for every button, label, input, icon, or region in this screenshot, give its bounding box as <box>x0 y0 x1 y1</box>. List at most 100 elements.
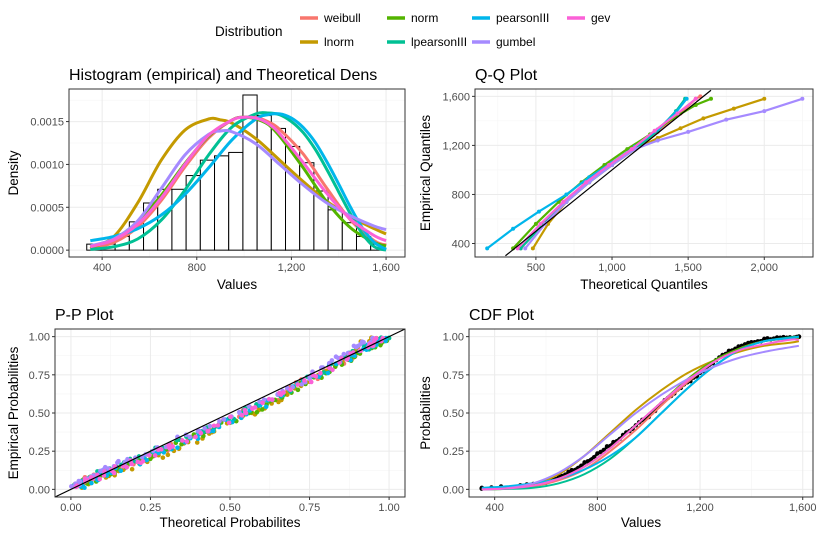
pp-point-gumbel <box>335 355 341 361</box>
pp-point-gev <box>295 382 301 387</box>
y-tick-label: 1.00 <box>443 332 464 344</box>
y-tick-label: 0.00 <box>29 484 50 496</box>
cdf-empirical-point <box>604 444 610 449</box>
pp-point-gev <box>97 476 103 482</box>
pp-point-lpearsonIII <box>321 370 327 375</box>
pp-xlabel: Theoretical Probabilites <box>159 515 300 530</box>
y-tick-label: 0.75 <box>443 370 464 382</box>
pp-point-norm <box>254 409 260 415</box>
pp-point-gev <box>266 396 272 402</box>
legend-item-lnorm: lnorm <box>300 35 354 49</box>
histogram-bar <box>270 127 287 251</box>
qq-ylabel: Empirical Quantiles <box>418 115 433 232</box>
qq-point-gev <box>561 199 566 204</box>
pp-point-gev <box>313 374 319 379</box>
pp-point-lnorm <box>129 466 135 472</box>
qq-point-gumbel <box>686 129 691 134</box>
pp-point-norm <box>259 407 265 412</box>
cdf-title: CDF Plot <box>469 307 534 324</box>
cdf-ylabel: Probabilities <box>418 376 433 450</box>
cdf-panel: CDF Plot 400 800 1,200 1,600 0.00 0.25 0.50 0.7… <box>418 307 816 530</box>
pp-point-gumbel <box>202 426 207 431</box>
qq-point-gumbel <box>523 246 528 251</box>
pp-point-gev <box>135 459 141 465</box>
pp-point-gev <box>180 438 185 443</box>
y-tick-label: 0.25 <box>29 446 50 458</box>
pp-point-gumbel <box>246 404 252 409</box>
legend-label-pearsonIII: pearsonIII <box>496 11 549 25</box>
pp-point-gumbel <box>116 458 121 464</box>
qq-point-norm <box>533 221 538 226</box>
y-tick-label: 0.0005 <box>30 202 64 214</box>
pp-point-gev <box>330 367 335 373</box>
qq-plot-area <box>475 89 813 257</box>
pp-point-norm <box>295 387 301 393</box>
pp-point-pearsonIII <box>82 485 87 491</box>
histogram-bar <box>214 155 230 251</box>
y-tick-label: 0.0010 <box>30 159 64 171</box>
pp-point-gumbel <box>217 418 222 424</box>
x-tick-label: 1,600 <box>372 262 400 274</box>
cdf-line-gumbel <box>481 344 800 491</box>
qq-point-pearsonIII <box>536 209 541 214</box>
qq-point-gumbel <box>762 109 767 114</box>
cdf-line-gev <box>481 338 799 491</box>
pp-point-gumbel <box>299 382 305 387</box>
pp-point-lnorm <box>284 392 290 397</box>
pp-point-gev <box>152 453 158 458</box>
pp-point-gev <box>205 429 211 434</box>
histogram-frame <box>68 88 406 258</box>
histogram-bar <box>228 151 244 251</box>
pp-point-gev <box>318 370 323 376</box>
y-tick-label: 0.25 <box>443 446 464 458</box>
pp-point-gumbel <box>221 417 227 422</box>
qq-point-norm <box>708 96 713 101</box>
pp-point-gev <box>226 420 232 426</box>
histogram-xlabel: Values <box>217 277 258 292</box>
qq-point-gev <box>629 147 634 152</box>
legend-label-gumbel: gumbel <box>496 35 535 49</box>
qq-point-lnorm <box>731 106 736 111</box>
y-tick-label: 0.00 <box>443 484 464 496</box>
density-curve-gev <box>89 115 387 249</box>
x-tick-label: 0.75 <box>299 502 320 514</box>
qq-point-lnorm <box>530 246 535 251</box>
y-tick-label: 0.0015 <box>30 117 64 129</box>
qq-point-pearsonIII <box>511 226 516 231</box>
legend-item-norm: norm <box>387 11 438 25</box>
x-tick-label: 2,000 <box>751 262 779 274</box>
y-tick-label: 800 <box>452 189 470 201</box>
histogram-bar <box>256 115 272 251</box>
pp-point-norm <box>179 441 184 447</box>
qq-point-gumbel <box>800 96 805 101</box>
pp-panel: P-P Plot 0.00 0.25 0.50 0.75 1.00 0.00 0.25 0.5… <box>6 307 406 530</box>
pp-point-gev <box>373 335 379 341</box>
x-tick-label: 800 <box>588 502 606 514</box>
y-tick-label: 0.50 <box>29 408 50 420</box>
pp-point-lnorm <box>165 452 171 458</box>
pp-point-gumbel <box>329 358 335 363</box>
pp-point-gumbel <box>187 434 193 440</box>
qq-point-gev <box>538 221 543 226</box>
qq-point-pearsonIII <box>684 96 689 101</box>
pp-point-gev <box>227 414 233 420</box>
pp-point-gev <box>270 397 275 402</box>
cdf-empirical-point <box>569 467 574 473</box>
x-tick-label: 1,200 <box>686 502 714 514</box>
pp-point-gev <box>278 392 284 397</box>
histogram-panel: Histogram (empirical) and Theoretical De… <box>6 67 406 292</box>
pp-point-pearsonIII <box>211 428 216 434</box>
qq-xlabel: Theoretical Quantiles <box>580 277 708 292</box>
x-tick-label: 0.00 <box>60 502 81 514</box>
qq-point-gev <box>675 111 680 116</box>
pp-point-pearsonIII <box>263 404 269 410</box>
y-tick-label: 400 <box>452 239 470 251</box>
pp-point-gev <box>260 400 265 406</box>
x-tick-label: 800 <box>188 262 206 274</box>
legend-item-lpearsonIII: lpearsonIII <box>387 35 467 49</box>
pp-point-gev <box>288 387 293 393</box>
pp-title: P-P Plot <box>55 307 114 324</box>
pp-point-gev <box>184 439 190 444</box>
pp-reference-line <box>54 328 406 498</box>
pp-point-gev <box>167 445 172 451</box>
